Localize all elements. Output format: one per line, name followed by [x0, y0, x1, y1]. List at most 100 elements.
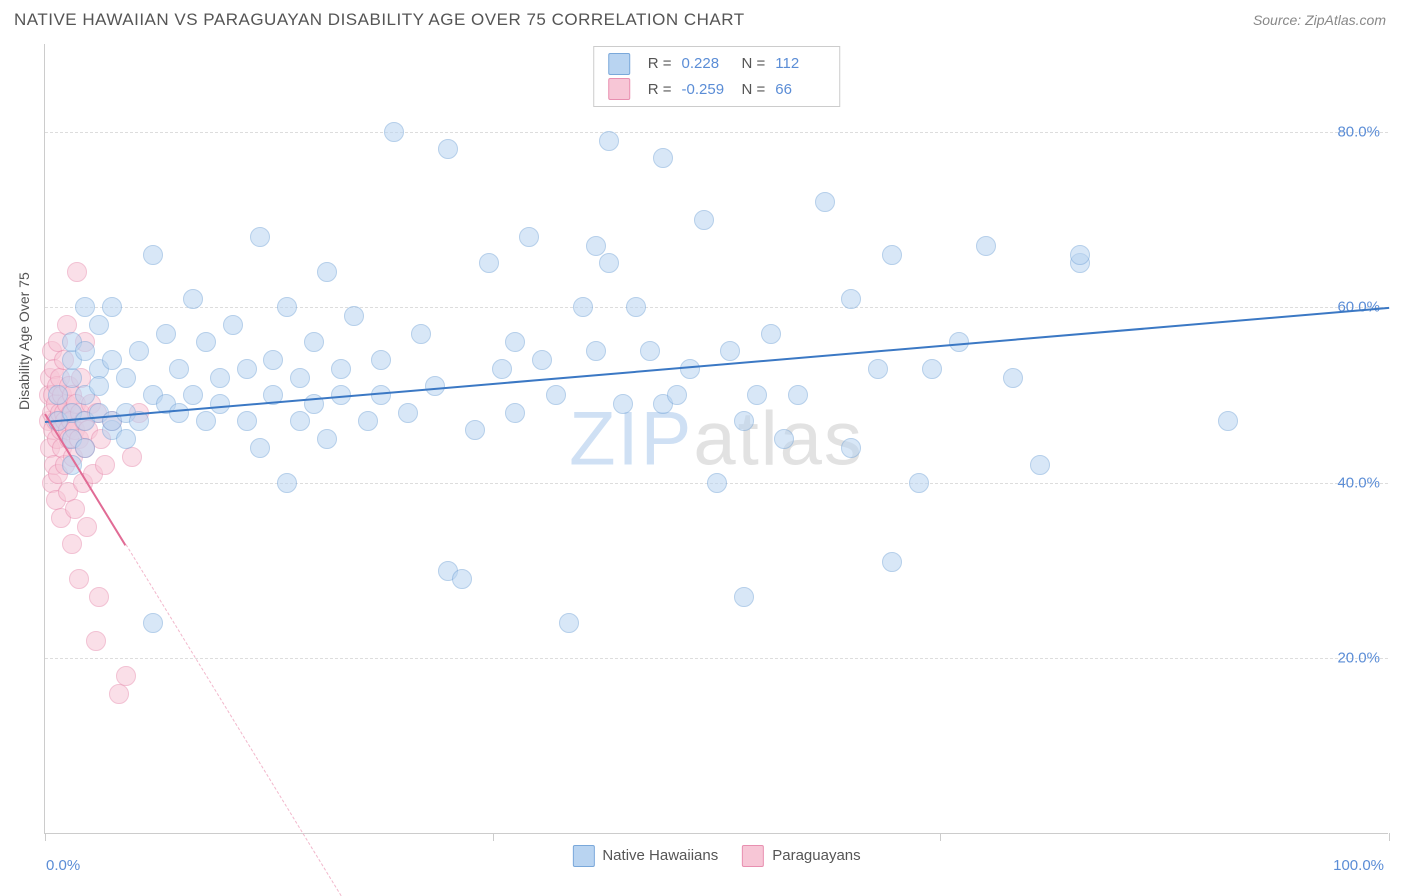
data-point-blue	[371, 350, 391, 370]
data-point-blue	[734, 411, 754, 431]
data-point-blue	[411, 324, 431, 344]
data-point-blue	[398, 403, 418, 423]
data-point-blue	[573, 297, 593, 317]
data-point-blue	[250, 227, 270, 247]
source-name: ZipAtlas.com	[1305, 12, 1386, 28]
correlation-row-pink: R = -0.259 N = 66	[608, 77, 826, 103]
data-point-blue	[720, 341, 740, 361]
legend-label-pink: Paraguayans	[772, 847, 860, 864]
data-point-blue	[505, 403, 525, 423]
data-point-pink	[67, 262, 87, 282]
data-point-blue	[304, 332, 324, 352]
data-point-blue	[626, 297, 646, 317]
header: NATIVE HAWAIIAN VS PARAGUAYAN DISABILITY…	[0, 0, 1406, 36]
gridline	[45, 132, 1388, 133]
y-tick-label: 20.0%	[1337, 650, 1380, 667]
data-point-blue	[210, 368, 230, 388]
data-point-blue	[196, 411, 216, 431]
r-label: R =	[648, 77, 672, 103]
x-axis-max-label: 100.0%	[1333, 857, 1384, 874]
data-point-blue	[465, 420, 485, 440]
data-point-blue	[546, 385, 566, 405]
data-point-blue	[223, 315, 243, 335]
data-point-blue	[89, 315, 109, 335]
data-point-blue	[102, 350, 122, 370]
r-label: R =	[648, 51, 672, 77]
source-prefix: Source:	[1253, 12, 1305, 28]
n-value-blue: 112	[775, 51, 825, 77]
data-point-blue	[694, 210, 714, 230]
data-point-blue	[75, 297, 95, 317]
data-point-blue	[143, 613, 163, 633]
data-point-blue	[62, 368, 82, 388]
data-point-blue	[156, 324, 176, 344]
data-point-blue	[519, 227, 539, 247]
swatch-blue-icon	[608, 53, 630, 75]
data-point-blue	[922, 359, 942, 379]
data-point-blue	[116, 429, 136, 449]
data-point-blue	[599, 131, 619, 151]
data-point-blue	[384, 122, 404, 142]
data-point-blue	[344, 306, 364, 326]
data-point-blue	[653, 148, 673, 168]
data-point-pink	[65, 499, 85, 519]
n-label: N =	[742, 51, 766, 77]
data-point-blue	[263, 350, 283, 370]
data-point-blue	[882, 552, 902, 572]
data-point-blue	[290, 368, 310, 388]
data-point-blue	[734, 587, 754, 607]
swatch-pink-icon	[742, 845, 764, 867]
data-point-blue	[774, 429, 794, 449]
data-point-blue	[196, 332, 216, 352]
legend-item-blue: Native Hawaiians	[572, 845, 718, 867]
data-point-blue	[102, 297, 122, 317]
x-tick	[45, 833, 46, 841]
data-point-blue	[89, 376, 109, 396]
x-tick	[1389, 833, 1390, 841]
data-point-blue	[841, 289, 861, 309]
trendline-pink-extension	[125, 545, 341, 896]
data-point-pink	[86, 631, 106, 651]
swatch-pink-icon	[608, 78, 630, 100]
data-point-blue	[505, 332, 525, 352]
series-legend: Native Hawaiians Paraguayans	[572, 845, 860, 867]
y-axis-title: Disability Age Over 75	[16, 272, 32, 410]
data-point-blue	[599, 253, 619, 273]
data-point-blue	[586, 341, 606, 361]
data-point-pink	[89, 587, 109, 607]
data-point-blue	[1070, 245, 1090, 265]
r-value-blue: 0.228	[682, 51, 732, 77]
data-point-blue	[183, 385, 203, 405]
data-point-blue	[317, 429, 337, 449]
data-point-blue	[358, 411, 378, 431]
data-point-blue	[183, 289, 203, 309]
chart-title: NATIVE HAWAIIAN VS PARAGUAYAN DISABILITY…	[14, 10, 745, 30]
data-point-blue	[667, 385, 687, 405]
data-point-blue	[815, 192, 835, 212]
legend-item-pink: Paraguayans	[742, 845, 860, 867]
data-point-blue	[532, 350, 552, 370]
data-point-blue	[250, 438, 270, 458]
gridline	[45, 307, 1388, 308]
data-point-blue	[788, 385, 808, 405]
data-point-blue	[1003, 368, 1023, 388]
data-point-blue	[237, 411, 257, 431]
n-value-pink: 66	[775, 77, 825, 103]
data-point-blue	[1218, 411, 1238, 431]
data-point-blue	[129, 341, 149, 361]
data-point-blue	[290, 411, 310, 431]
data-point-blue	[371, 385, 391, 405]
n-label: N =	[742, 77, 766, 103]
data-point-pink	[122, 447, 142, 467]
data-point-blue	[48, 385, 68, 405]
data-point-blue	[559, 613, 579, 633]
data-point-blue	[909, 473, 929, 493]
data-point-blue	[586, 236, 606, 256]
data-point-blue	[882, 245, 902, 265]
data-point-blue	[761, 324, 781, 344]
data-point-blue	[976, 236, 996, 256]
data-point-blue	[116, 368, 136, 388]
r-value-pink: -0.259	[682, 77, 732, 103]
data-point-blue	[707, 473, 727, 493]
data-point-blue	[868, 359, 888, 379]
